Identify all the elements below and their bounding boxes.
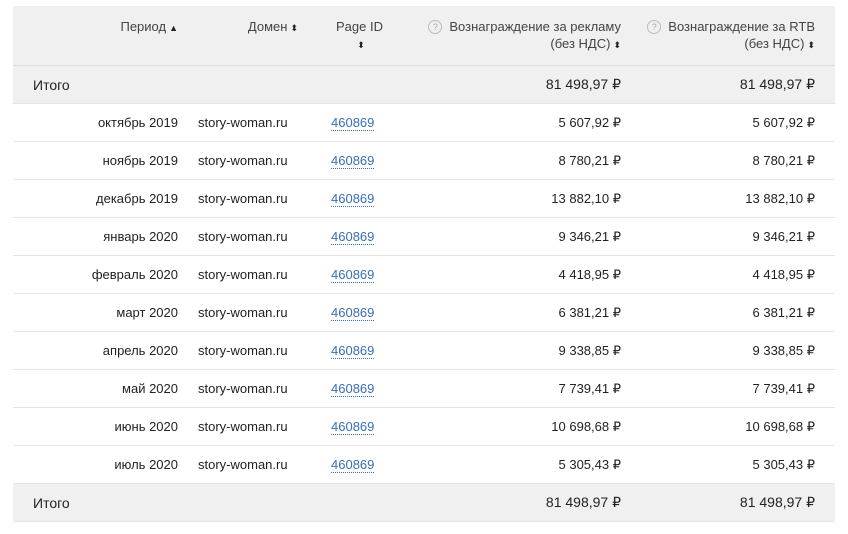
page-id-link[interactable]: 460869 xyxy=(331,267,375,283)
cell-domain: story-woman.ru xyxy=(198,179,298,218)
column-label-sub: (без НДС) xyxy=(550,36,611,51)
cell-domain: story-woman.ru xyxy=(198,141,298,180)
cell-period: июнь 2020 xyxy=(13,407,198,446)
column-page-id[interactable]: Page ID ⬍ xyxy=(298,6,391,66)
column-ad-reward[interactable]: ? Вознаграждение за рекламу (без НДС) ⬍ xyxy=(391,6,641,66)
cell-period: апрель 2020 xyxy=(13,331,198,370)
table-row: декабрь 2019 story-woman.ru 460869 13 88… xyxy=(13,179,835,218)
table-row: июнь 2020 story-woman.ru 460869 10 698,6… xyxy=(13,407,835,446)
cell-period: март 2020 xyxy=(13,293,198,332)
sort-asc-icon: ▲ xyxy=(169,23,178,33)
page-id-link[interactable]: 460869 xyxy=(331,381,375,397)
column-label-sub: (без НДС) xyxy=(744,36,805,51)
report-table: Период ▲ Домен ⬍ Page ID ⬍ ? Вознаграждение … xyxy=(13,6,835,522)
cell-ad-reward: 10 698,68 ₽ xyxy=(391,407,641,446)
cell-period: октябрь 2019 xyxy=(13,103,198,142)
cell-rtb-reward: 9 346,21 ₽ xyxy=(641,217,835,256)
page-id-link[interactable]: 460869 xyxy=(331,343,375,359)
table-row: ноябрь 2019 story-woman.ru 460869 8 780,… xyxy=(13,141,835,180)
total-ad: 81 498,97 ₽ xyxy=(391,483,641,522)
cell-period: июль 2020 xyxy=(13,445,198,484)
sort-icon: ⬍ xyxy=(290,23,298,33)
column-label: Домен xyxy=(247,19,288,34)
total-rtb: 81 498,97 ₽ xyxy=(641,483,835,522)
cell-period: январь 2020 xyxy=(13,217,198,256)
table-row: февраль 2020 story-woman.ru 460869 4 418… xyxy=(13,255,835,294)
total-row-top: Итого 81 498,97 ₽ 81 498,97 ₽ xyxy=(13,65,835,104)
cell-rtb-reward: 5 305,43 ₽ xyxy=(641,445,835,484)
cell-domain: story-woman.ru xyxy=(198,407,298,446)
total-rtb: 81 498,97 ₽ xyxy=(641,65,835,104)
cell-domain: story-woman.ru xyxy=(198,445,298,484)
sort-icon: ⬍ xyxy=(807,40,815,50)
cell-rtb-reward: 4 418,95 ₽ xyxy=(641,255,835,294)
cell-period: май 2020 xyxy=(13,369,198,408)
cell-ad-reward: 4 418,95 ₽ xyxy=(391,255,641,294)
cell-ad-reward: 13 882,10 ₽ xyxy=(391,179,641,218)
total-row-bottom: Итого 81 498,97 ₽ 81 498,97 ₽ xyxy=(13,483,835,522)
column-label: Вознаграждение за рекламу xyxy=(449,19,621,34)
cell-ad-reward: 9 346,21 ₽ xyxy=(391,217,641,256)
total-label: Итого xyxy=(13,65,391,104)
page-id-link[interactable]: 460869 xyxy=(331,115,375,131)
cell-rtb-reward: 7 739,41 ₽ xyxy=(641,369,835,408)
cell-domain: story-woman.ru xyxy=(198,331,298,370)
column-label: Вознаграждение за RTB xyxy=(668,19,815,34)
cell-rtb-reward: 9 338,85 ₽ xyxy=(641,331,835,370)
column-period[interactable]: Период ▲ xyxy=(13,6,198,66)
help-icon[interactable]: ? xyxy=(428,20,443,34)
help-icon[interactable]: ? xyxy=(647,20,662,34)
cell-ad-reward: 6 381,21 ₽ xyxy=(391,293,641,332)
total-ad: 81 498,97 ₽ xyxy=(391,65,641,104)
cell-domain: story-woman.ru xyxy=(198,255,298,294)
total-label: Итого xyxy=(13,483,391,522)
table-row: октябрь 2019 story-woman.ru 460869 5 607… xyxy=(13,103,835,142)
cell-rtb-reward: 8 780,21 ₽ xyxy=(641,141,835,180)
page-id-link[interactable]: 460869 xyxy=(331,191,375,207)
sort-icon: ⬍ xyxy=(357,40,365,50)
table-row: май 2020 story-woman.ru 460869 7 739,41 … xyxy=(13,369,835,408)
table-row: январь 2020 story-woman.ru 460869 9 346,… xyxy=(13,217,835,256)
cell-ad-reward: 9 338,85 ₽ xyxy=(391,331,641,370)
cell-domain: story-woman.ru xyxy=(198,103,298,142)
cell-period: декабрь 2019 xyxy=(13,179,198,218)
sort-icon: ⬍ xyxy=(613,40,621,50)
cell-rtb-reward: 13 882,10 ₽ xyxy=(641,179,835,218)
cell-domain: story-woman.ru xyxy=(198,369,298,408)
page-id-link[interactable]: 460869 xyxy=(331,419,375,435)
column-label: Page ID xyxy=(336,19,383,34)
cell-ad-reward: 5 305,43 ₽ xyxy=(391,445,641,484)
table-row: апрель 2020 story-woman.ru 460869 9 338,… xyxy=(13,331,835,370)
cell-rtb-reward: 10 698,68 ₽ xyxy=(641,407,835,446)
cell-ad-reward: 5 607,92 ₽ xyxy=(391,103,641,142)
cell-domain: story-woman.ru xyxy=(198,217,298,256)
page-id-link[interactable]: 460869 xyxy=(331,457,375,473)
cell-period: ноябрь 2019 xyxy=(13,141,198,180)
cell-ad-reward: 8 780,21 ₽ xyxy=(391,141,641,180)
cell-rtb-reward: 6 381,21 ₽ xyxy=(641,293,835,332)
page-id-link[interactable]: 460869 xyxy=(331,153,375,169)
cell-period: февраль 2020 xyxy=(13,255,198,294)
cell-ad-reward: 7 739,41 ₽ xyxy=(391,369,641,408)
cell-rtb-reward: 5 607,92 ₽ xyxy=(641,103,835,142)
column-rtb-reward[interactable]: ? Вознаграждение за RTB (без НДС) ⬍ xyxy=(641,6,835,66)
page-id-link[interactable]: 460869 xyxy=(331,305,375,321)
column-label: Период xyxy=(120,19,167,34)
table-row: июль 2020 story-woman.ru 460869 5 305,43… xyxy=(13,445,835,484)
table-row: март 2020 story-woman.ru 460869 6 381,21… xyxy=(13,293,835,332)
page-id-link[interactable]: 460869 xyxy=(331,229,375,245)
column-domain[interactable]: Домен ⬍ xyxy=(198,6,298,66)
cell-domain: story-woman.ru xyxy=(198,293,298,332)
table-header: Период ▲ Домен ⬍ Page ID ⬍ ? Вознаграждение … xyxy=(13,6,835,66)
